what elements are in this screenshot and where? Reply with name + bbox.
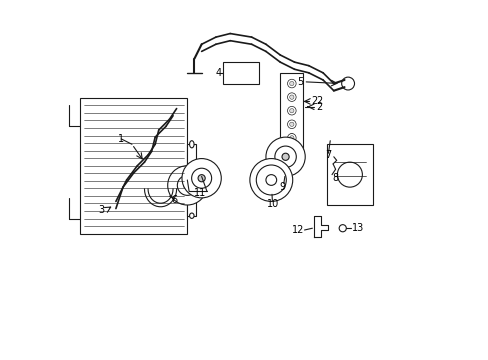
Circle shape xyxy=(337,162,362,187)
Ellipse shape xyxy=(287,134,296,155)
Circle shape xyxy=(289,81,293,86)
Text: 2: 2 xyxy=(315,102,322,112)
Bar xyxy=(187,144,196,216)
Text: 10: 10 xyxy=(266,199,279,209)
Text: 2: 2 xyxy=(315,96,322,107)
Circle shape xyxy=(289,136,293,140)
Text: 2: 2 xyxy=(310,96,317,107)
Circle shape xyxy=(167,166,206,205)
Circle shape xyxy=(289,109,293,113)
Circle shape xyxy=(287,93,296,102)
Bar xyxy=(280,73,303,162)
Circle shape xyxy=(287,120,296,129)
Circle shape xyxy=(249,158,292,202)
Circle shape xyxy=(256,165,285,195)
Circle shape xyxy=(289,95,293,99)
Circle shape xyxy=(191,168,211,188)
Text: 9: 9 xyxy=(278,182,285,192)
Circle shape xyxy=(287,107,296,115)
Circle shape xyxy=(177,175,197,195)
Circle shape xyxy=(265,137,305,176)
Bar xyxy=(80,98,187,234)
Bar xyxy=(223,62,258,84)
Text: 3: 3 xyxy=(99,205,104,215)
Circle shape xyxy=(289,122,293,126)
Circle shape xyxy=(198,175,205,182)
Text: 1: 1 xyxy=(118,134,124,144)
Text: 6: 6 xyxy=(171,195,178,204)
Text: 13: 13 xyxy=(351,223,363,233)
Circle shape xyxy=(265,175,276,185)
Text: 8: 8 xyxy=(332,173,338,183)
Text: 4: 4 xyxy=(215,68,221,78)
Bar xyxy=(326,144,372,205)
Text: 12: 12 xyxy=(291,225,304,235)
Circle shape xyxy=(341,77,354,90)
Circle shape xyxy=(274,146,296,167)
Circle shape xyxy=(282,153,288,160)
Circle shape xyxy=(183,182,190,189)
Circle shape xyxy=(287,79,296,88)
Ellipse shape xyxy=(189,213,194,219)
Circle shape xyxy=(182,158,221,198)
Text: 11: 11 xyxy=(193,188,205,198)
Text: 7: 7 xyxy=(325,150,331,160)
Circle shape xyxy=(339,225,346,232)
Circle shape xyxy=(287,134,296,142)
Ellipse shape xyxy=(189,141,194,148)
Text: 5: 5 xyxy=(296,77,303,87)
